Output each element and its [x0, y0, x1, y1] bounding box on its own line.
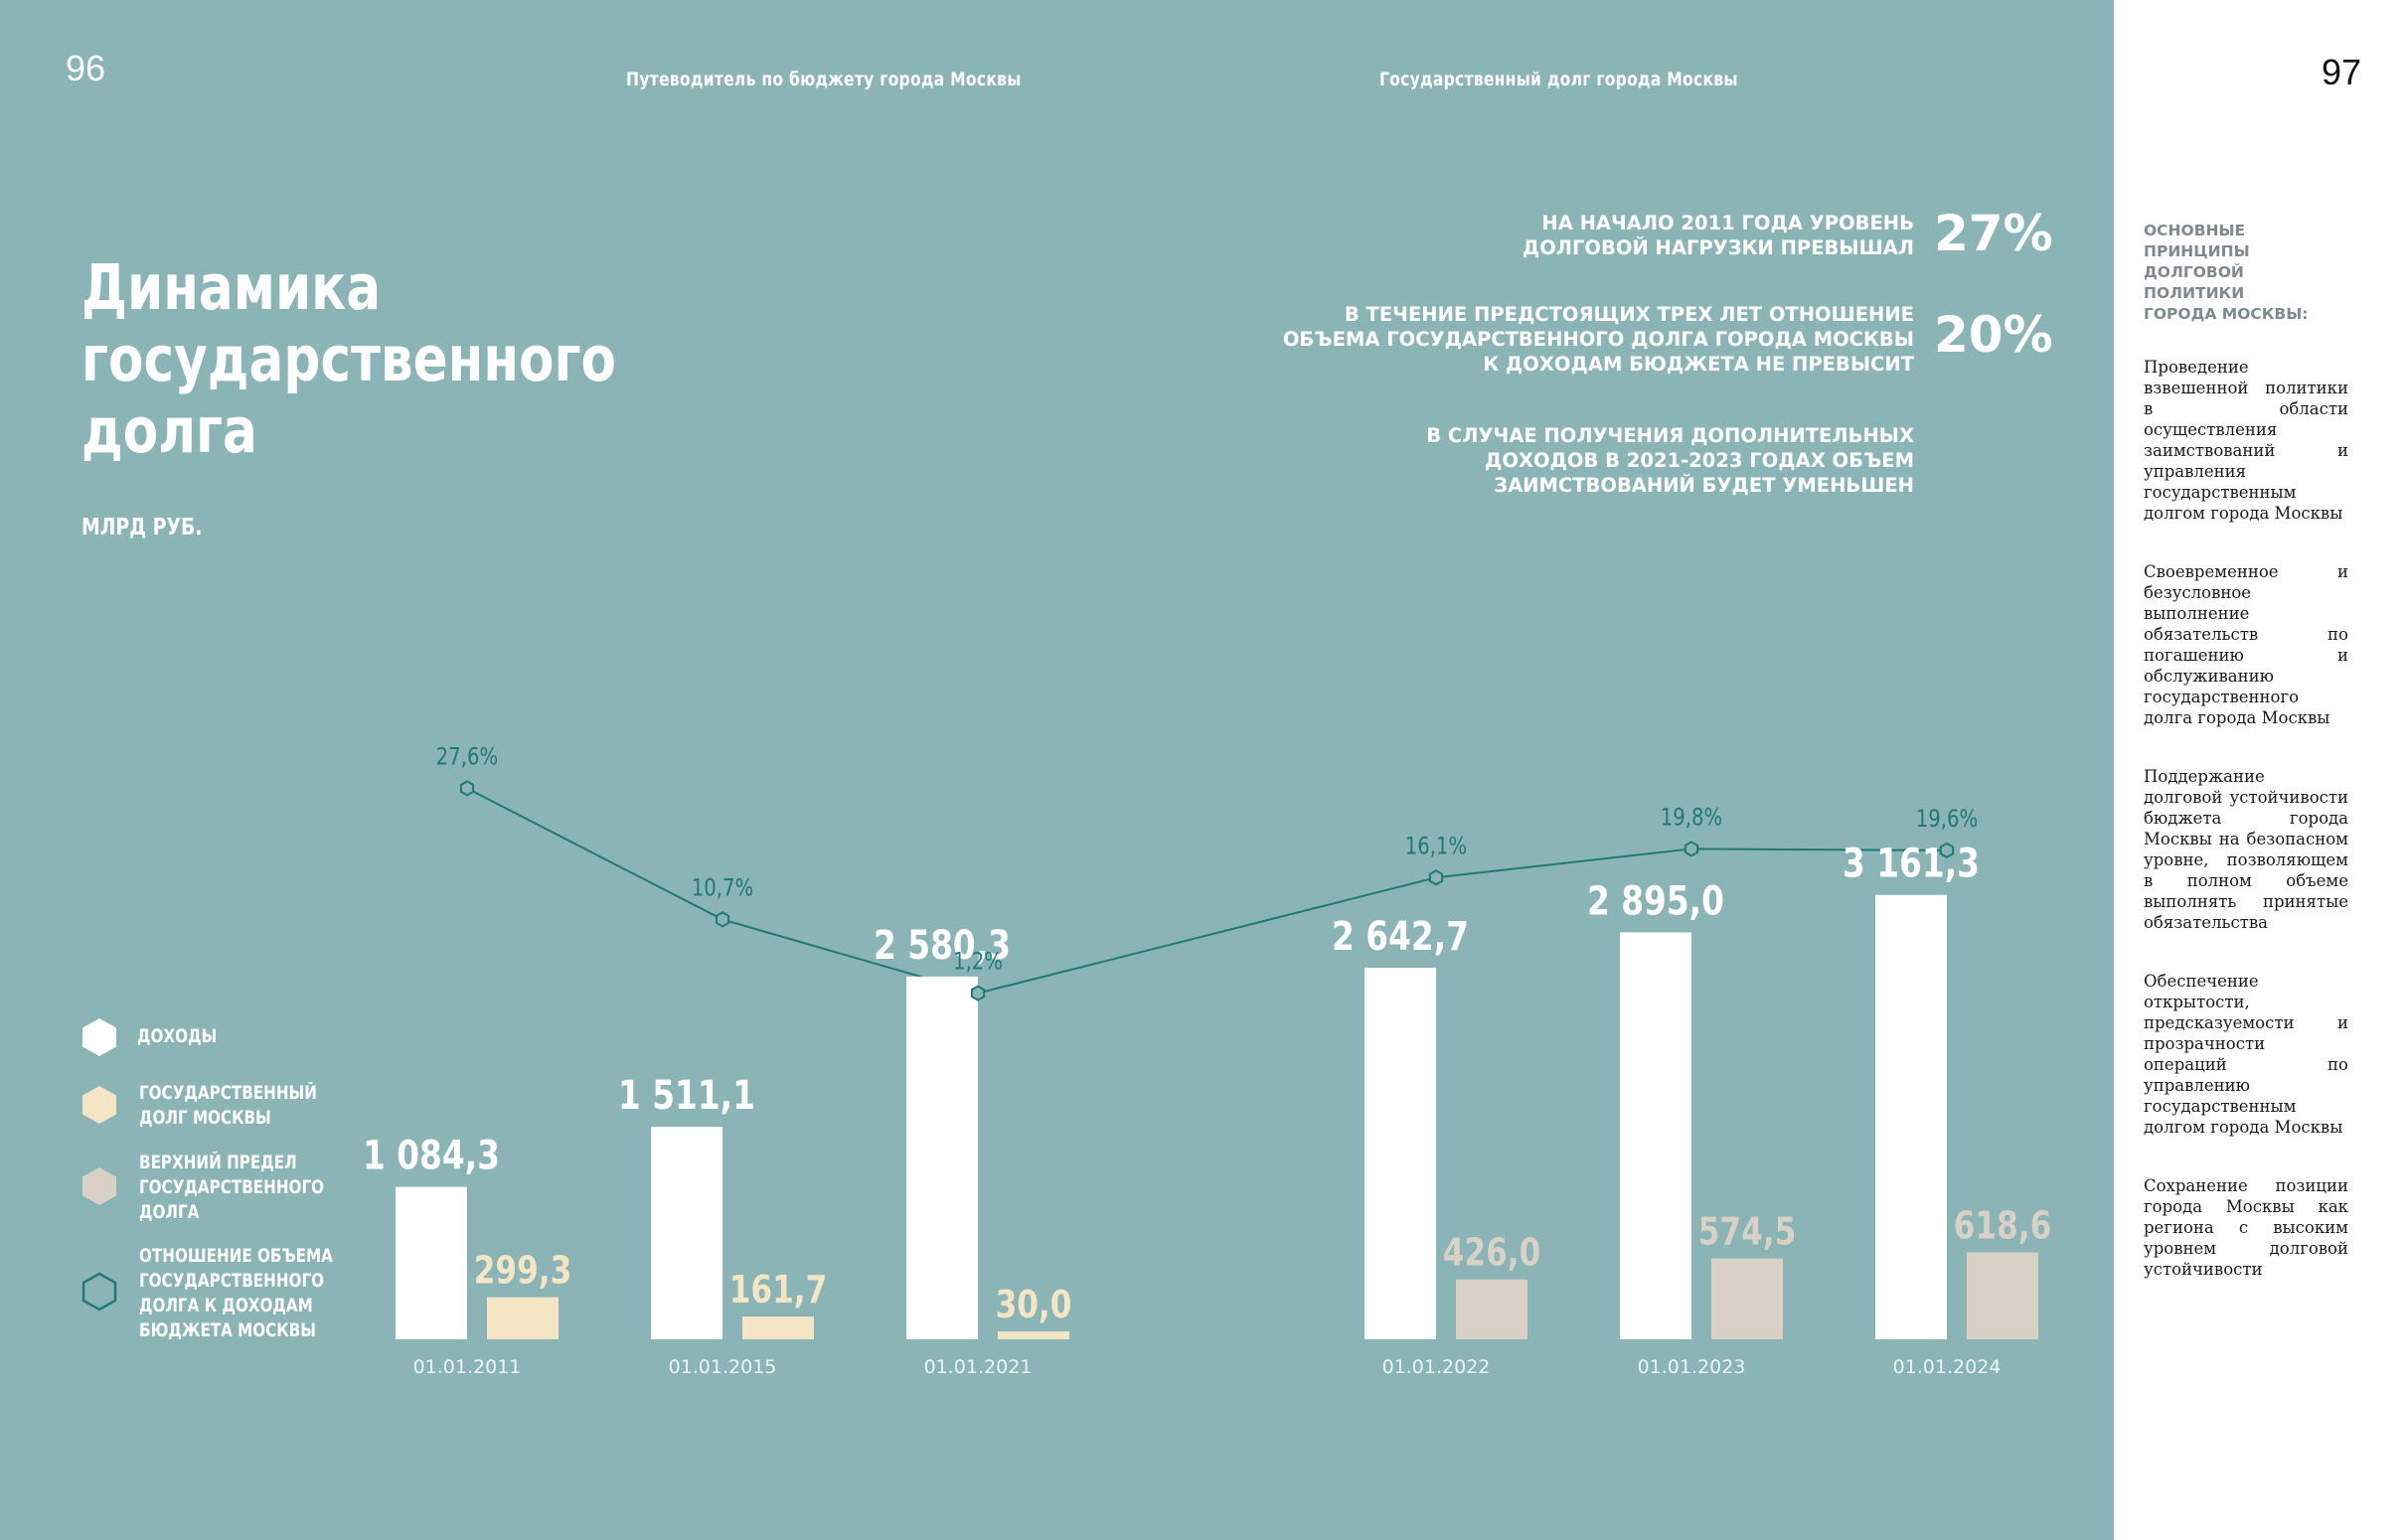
legend-label-line: ОТНОШЕНИЕ ОБЪЕМА: [139, 1246, 333, 1267]
hexagon-icon: [82, 1167, 116, 1205]
statement-line: ДОХОДОВ В 2021-2023 ГОДАХ ОБЪЕМ: [1485, 449, 1914, 472]
debt-bar: [487, 1297, 559, 1339]
ratio-value-label: 10,7%: [692, 875, 754, 902]
x-tick-label: 01.01.2021: [924, 1356, 1033, 1378]
legend-label-line: ГОСУДАРСТВЕННОГО: [139, 1177, 325, 1198]
income-bar: [1620, 932, 1691, 1339]
page-title: Динамика государственного долга: [81, 252, 733, 467]
debt-limit-bar: [1456, 1279, 1527, 1339]
x-tick-label: 01.01.2022: [1382, 1356, 1491, 1378]
right-running-header: Государственный долг города Москвы: [1379, 69, 1738, 90]
sidebar-heading-line: ДОЛГОВОЙ ПОЛИТИКИ: [2144, 263, 2245, 302]
ratio-value-label: 19,8%: [1661, 805, 1723, 832]
title-line: Динамика: [81, 251, 382, 324]
income-value-label: 2 580,3: [874, 922, 1011, 969]
debt-limit-value-label: 574,5: [1698, 1211, 1797, 1255]
ratio-point: [1684, 841, 1699, 857]
statement-line: В ТЕЧЕНИЕ ПРЕДСТОЯЩИХ ТРЕХ ЛЕТ ОТНОШЕНИЕ: [1344, 303, 1914, 326]
debt-limit-value-label: 426,0: [1443, 1232, 1541, 1276]
legend-label-line: ДОЛГ МОСКВЫ: [139, 1108, 271, 1129]
x-tick-label: 01.01.2024: [1893, 1356, 2002, 1378]
hexagon-outline-icon: [81, 1272, 117, 1311]
hexagon-icon: [82, 1018, 116, 1056]
ratio-value-label: 19,6%: [1916, 806, 1979, 833]
legend-label: ОТНОШЕНИЕ ОБЪЕМА ГОСУДАРСТВЕННОГО ДОЛГА …: [139, 1244, 376, 1343]
ratio-point: [459, 780, 475, 797]
statement-line: ДОЛГОВОЙ НАГРУЗКИ ПРЕВЫШАЛ: [1522, 236, 1914, 259]
statement-line: НА НАЧАЛО 2011 ГОДА УРОВЕНЬ: [1541, 212, 1914, 234]
debt-chart: 1 084,3 299,3 01.01.2011 27,6% 1 511,1 161,7 0…: [363, 744, 2052, 1378]
statement-line: К ДОХОДАМ БЮДЖЕТА НЕ ПРЕВЫСИТ: [1483, 353, 1914, 376]
title-line: государственного: [81, 323, 616, 395]
debt-bar: [998, 1331, 1069, 1339]
statement-3: В СЛУЧАЕ ПОЛУЧЕНИЯ ДОПОЛНИТЕЛЬНЫХ ДОХОДО…: [1020, 423, 1914, 498]
hexagon-icon: [82, 1086, 116, 1124]
income-value-label: 1 511,1: [618, 1072, 755, 1119]
ratio-value-label: 16,1%: [1405, 833, 1468, 859]
sidebar-heading-line: ОСНОВНЫЕ ПРИНЦИПЫ: [2144, 222, 2250, 260]
income-bar: [1364, 968, 1436, 1339]
debt-value-label: 299,3: [474, 1250, 572, 1294]
income-bar: [906, 976, 978, 1339]
x-tick-label: 01.01.2011: [413, 1356, 522, 1378]
statement-1: НА НАЧАЛО 2011 ГОДА УРОВЕНЬ ДОЛГОВОЙ НАГ…: [1020, 211, 1914, 260]
ratio-line: [466, 787, 1948, 995]
legend-label-line: ВЕРХНИЙ ПРЕДЕЛ: [139, 1153, 297, 1173]
statement-1-value: 27%: [1934, 205, 2053, 262]
unit-label: МЛРД РУБ.: [81, 515, 203, 540]
x-tick-label: 01.01.2023: [1638, 1356, 1746, 1378]
debt-value-label: 30,0: [996, 1284, 1072, 1327]
debt-limit-value-label: 618,6: [1954, 1205, 2052, 1249]
ratio-point: [1939, 842, 1955, 859]
statement-2-value: 20%: [1934, 306, 2053, 364]
legend-label-line: ДОЛГА: [139, 1202, 200, 1223]
left-page-number: 96: [66, 48, 106, 88]
sidebar: ОСНОВНЫЕ ПРИНЦИПЫ ДОЛГОВОЙ ПОЛИТИКИ ГОРО…: [2144, 221, 2348, 1280]
income-bar: [396, 1186, 467, 1339]
sidebar-paragraph: Своевременное и безусловное выполнение о…: [2144, 562, 2348, 727]
title-line: долга: [81, 394, 257, 467]
debt-limit-bar: [1967, 1252, 2038, 1339]
ratio-value-label: 27,6%: [436, 744, 499, 771]
right-page-number: 97: [2322, 52, 2362, 92]
left-running-header: Путеводитель по бюджету города Москвы: [626, 69, 1022, 90]
x-tick-label: 01.01.2015: [669, 1356, 777, 1378]
ratio-value-label: 1,2%: [953, 949, 1003, 976]
income-value-label: 3 161,3: [1843, 840, 1980, 886]
income-bar: [651, 1127, 722, 1339]
sidebar-paragraph: Сохранение позиции города Москвы как рег…: [2144, 1176, 2348, 1279]
sidebar-paragraph: Проведение взвешенной политики в области…: [2144, 358, 2348, 523]
legend-label-line: ДОЛГА К ДОХОДАМ: [139, 1296, 313, 1316]
legend-label: ВЕРХНИЙ ПРЕДЕЛ ГОСУДАРСТВЕННОГО ДОЛГА: [139, 1151, 365, 1225]
sidebar-heading-line: ГОРОДА МОСКВЫ:: [2144, 305, 2309, 323]
ratio-point: [970, 985, 986, 1001]
statement-line: В СЛУЧАЕ ПОЛУЧЕНИЯ ДОПОЛНИТЕЛЬНЫХ: [1426, 424, 1914, 447]
income-value-label: 2 642,7: [1332, 913, 1469, 960]
sidebar-paragraph: Поддержание долговой устойчивости бюджет…: [2144, 767, 2348, 932]
statement-2: В ТЕЧЕНИЕ ПРЕДСТОЯЩИХ ТРЕХ ЛЕТ ОТНОШЕНИЕ…: [1020, 302, 1914, 377]
ratio-point: [715, 911, 730, 928]
debt-limit-bar: [1711, 1258, 1783, 1339]
income-bar: [1875, 894, 1947, 1339]
debt-bar: [742, 1316, 814, 1339]
ratio-point: [1428, 869, 1444, 886]
legend-label: ГОСУДАРСТВЕННЫЙ ДОЛГ МОСКВЫ: [139, 1081, 356, 1131]
legend-label-line: ГОСУДАРСТВЕННОГО: [139, 1271, 325, 1292]
statement-line: ЗАИМСТВОВАНИЙ БУДЕТ УМЕНЬШЕН: [1494, 474, 1914, 497]
legend-label: ДОХОДЫ: [137, 1026, 218, 1047]
legend-label-line: БЮДЖЕТА МОСКВЫ: [139, 1320, 316, 1341]
statement-line: ОБЪЕМА ГОСУДАРСТВЕННОГО ДОЛГА ГОРОДА МОС…: [1282, 328, 1914, 351]
debt-value-label: 161,7: [729, 1269, 828, 1312]
sidebar-paragraph: Обеспечение открытости, предсказуемости …: [2144, 972, 2348, 1137]
income-value-label: 2 895,0: [1587, 877, 1724, 924]
legend-label-line: ГОСУДАРСТВЕННЫЙ: [139, 1083, 317, 1104]
income-value-label: 1 084,3: [363, 1132, 500, 1178]
